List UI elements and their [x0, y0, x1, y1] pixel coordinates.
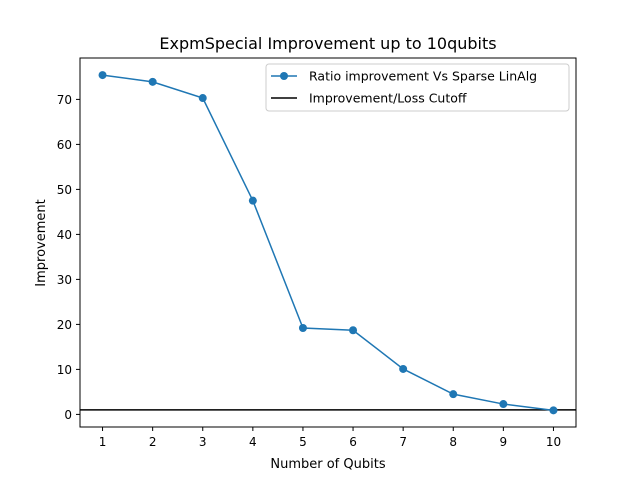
y-tick-label: 10	[57, 363, 72, 377]
x-tick-label: 2	[149, 435, 157, 449]
y-tick-label: 0	[64, 408, 72, 422]
y-tick-label: 20	[57, 318, 72, 332]
x-tick-label: 1	[99, 435, 107, 449]
x-tick-label: 7	[399, 435, 407, 449]
x-tick-label: 10	[546, 435, 561, 449]
legend: Ratio improvement Vs Sparse LinAlg Impro…	[265, 63, 570, 112]
data-point	[549, 406, 558, 415]
data-point	[499, 400, 508, 409]
x-tick-label: 6	[349, 435, 357, 449]
plot-frame	[79, 57, 577, 428]
x-tick-label: 3	[199, 435, 207, 449]
legend-cutoff-label: Improvement/Loss Cutoff	[309, 91, 467, 106]
y-tick-label: 40	[57, 228, 72, 242]
data-point	[248, 196, 257, 205]
plot-area	[80, 58, 576, 427]
y-tick-label: 70	[57, 93, 72, 107]
legend-series-label: Ratio improvement Vs Sparse LinAlg	[309, 69, 537, 84]
axis-ticks: 1 2 3 4 5 6 7 8 9 10 0 10 20 30 40 50 60 70	[57, 93, 561, 449]
data-point	[298, 324, 307, 332]
x-tick-label: 4	[249, 435, 257, 449]
data-marks	[80, 71, 576, 415]
legend-series-marker	[280, 72, 288, 80]
legend-box	[265, 63, 570, 112]
x-axis-label: Number of Qubits	[270, 457, 385, 472]
data-point	[449, 390, 458, 399]
y-axis-label: Improvement	[34, 199, 49, 286]
data-point	[399, 364, 408, 373]
chart-title: ExpmSpecial Improvement up to 10qubits	[159, 34, 496, 53]
x-tick-label: 8	[449, 435, 457, 449]
x-tick-label: 5	[299, 435, 307, 449]
data-point	[148, 77, 157, 86]
data-point	[349, 326, 358, 335]
data-point	[98, 71, 107, 80]
y-tick-label: 30	[57, 273, 72, 287]
y-tick-label: 60	[57, 138, 72, 152]
series-line	[102, 74, 554, 412]
x-tick-label: 9	[500, 435, 508, 449]
data-point	[198, 94, 207, 103]
y-tick-label: 50	[57, 183, 72, 197]
